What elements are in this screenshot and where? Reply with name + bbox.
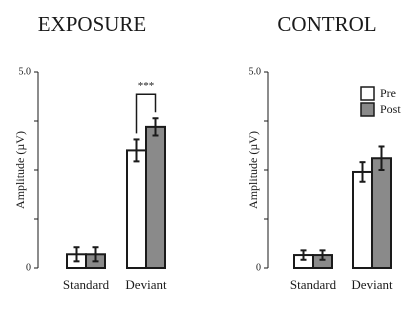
y-axis-label: Amplitude (µV) <box>13 131 27 209</box>
legend-label-pre: Pre <box>380 86 396 100</box>
legend-swatch-pre <box>360 86 375 101</box>
bar-pre-deviant <box>352 170 373 270</box>
legend-swatch-post <box>360 102 375 117</box>
y-axis-label: Amplitude (µV) <box>246 131 260 209</box>
category-label-standard: Standard <box>290 277 337 292</box>
legend-label-post: Post <box>380 102 401 116</box>
significance-bracket <box>135 93 157 134</box>
chart-panel-1: CONTROL 0 5.0 Amplitude (µV) Standard Deviant… <box>246 12 402 292</box>
y-tick-label: 5.0 <box>19 66 32 77</box>
bar-post-deviant <box>371 157 392 270</box>
significance-label: *** <box>138 80 155 92</box>
bar-pre-deviant <box>126 149 147 269</box>
y-tick-label: 5.0 <box>249 66 262 77</box>
y-tick-label: 0 <box>26 262 31 273</box>
bar-post-deviant <box>145 125 166 269</box>
chart-title: EXPOSURE <box>38 12 147 36</box>
category-label-deviant: Deviant <box>125 277 167 292</box>
y-tick-label: 0 <box>256 262 261 273</box>
chart-panel-0: EXPOSURE 0 5.0 Amplitude (µV) Standard Devian… <box>13 12 167 292</box>
legend: Pre Post <box>360 86 401 117</box>
category-label-standard: Standard <box>63 277 110 292</box>
category-label-deviant: Deviant <box>351 277 393 292</box>
chart-title: CONTROL <box>277 12 376 36</box>
